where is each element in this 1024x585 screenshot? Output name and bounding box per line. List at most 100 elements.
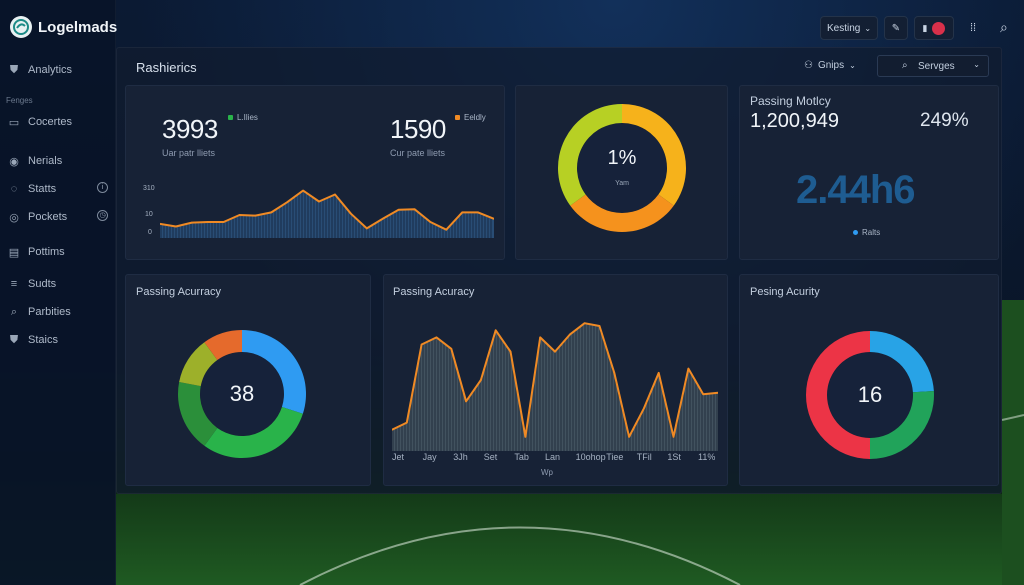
legend-label: L.Ilies [237,113,258,122]
data-point [465,400,467,403]
data-point [302,189,304,192]
data-point [628,436,630,438]
passing-metrics-legend: Ralts [853,228,880,237]
people-icon: ⚇ [804,60,813,71]
sidebar-item-label: Pottims [28,246,65,258]
groups-label: Gnips [817,60,845,71]
sidebar: Logelmads ⛊ Analytics Fenges ▭ Cocertes … [0,0,117,585]
sidebar-item-label: Statts [28,183,57,195]
x-tick-label: Tiee [606,452,624,462]
data-point [435,336,438,339]
data-point [286,201,289,203]
data-point [583,322,586,324]
legend-swatch [228,115,233,120]
search-icon: ⌕ [10,305,18,318]
donut-slice [557,104,622,206]
sidebar-item-parbities[interactable]: ⌕ Parbities [8,305,108,319]
app-logo[interactable]: Logelmads [10,16,117,38]
logo-icon [10,16,32,38]
sidebar-item-cocertes[interactable]: ▭ Cocertes [8,116,108,129]
data-point [613,372,616,374]
sidebar-section-label: Fenges [6,96,33,105]
x-tick-label: TFil [636,452,652,462]
data-point [429,221,432,223]
sidebar-item-pottims[interactable]: ▤ Pottims [8,246,108,259]
data-point [687,367,690,370]
data-point [350,212,352,215]
search-icon[interactable]: ⌕ [1000,19,1008,35]
info-icon: i [97,182,108,193]
passing-metrics-percent: 249% [920,110,969,131]
data-point [657,372,660,374]
accuracy-donut-right [806,331,934,459]
sidebar-item-pockets[interactable]: ◎ Pockets ◷ [8,210,108,224]
data-point [672,436,675,438]
x-tick-label: Jay [422,452,437,462]
data-point [420,343,423,346]
search-icon: ⌕ [902,60,908,71]
data-point [381,218,384,220]
groups-button[interactable]: ⚇ Gnips ⌄ [804,60,856,71]
shield-icon: ⛊ [9,333,19,346]
tray-icon: ▤ [8,246,20,259]
data-point [494,329,497,332]
legend-swatch [853,230,858,235]
donut-hole [827,352,913,438]
data-point [445,228,448,231]
donut-center-value: 1% [607,147,637,169]
x-tick-label: 11% [698,452,716,462]
folder-icon: ▭ [8,116,20,129]
x-tick-label: Jet [392,452,405,462]
data-point [717,391,718,394]
data-point [334,193,336,196]
data-point [480,379,482,381]
data-point [222,221,225,223]
summary-donut-chart [557,104,687,233]
chevron-down-icon: ⌄ [849,61,856,70]
x-tick-label: 1St [667,452,681,462]
series-line [160,189,494,231]
accuracy-donut-left [177,330,307,459]
passing-metrics-highlight: 2.44h6 [796,168,916,212]
legend-swatch [455,115,460,120]
stat-secondary-sub: Cur pate lliets [390,148,446,158]
kesting-dropdown[interactable]: Kesting ⌄ [820,16,878,40]
sidebar-item-analytics[interactable]: ⛊ Analytics [8,63,108,77]
stat-secondary-value: 1590 [390,114,446,144]
y-tick-label: 310 [143,185,155,192]
stack-icon: ≡ [10,278,18,290]
shield-icon: ⛊ [9,63,19,76]
sidebar-item-label: Pockets [28,211,68,223]
data-point [191,221,193,224]
data-point [160,223,161,225]
sidebar-item-nerials[interactable]: ◉ Nerials [8,155,108,168]
stat-primary-legend: L.Ilies [228,113,258,122]
passing-metrics-card [739,85,999,260]
data-point [539,336,541,339]
donut-slice [870,331,934,393]
sidebar-item-label: Cocertes [28,116,73,128]
pencil-icon: ✎ [891,22,901,34]
sidebar-item-label: Sudts [28,278,57,290]
chevron-down-icon: ⌄ [973,60,980,69]
donut-slice [806,331,870,459]
data-point [598,325,601,327]
search-field[interactable]: ⌕ Servges ⌄ [877,55,989,77]
bell-icon: ▮ [922,22,928,33]
donut-slice [622,104,687,206]
donut-slice [204,330,242,361]
notifications-button[interactable]: ▮ [914,16,954,40]
sidebar-item-staics[interactable]: ⛊ Staics [8,333,108,347]
target-icon: ◎ [9,211,19,224]
dropdown-label: Kesting [826,22,861,34]
sidebar-item-statts[interactable]: ◌ Statts i [8,182,108,195]
grid-icon[interactable]: ⁞⁞ [970,22,977,34]
edit-button[interactable]: ✎ [884,16,908,40]
donut-hole [200,352,284,436]
data-point [254,214,257,217]
data-point [643,407,645,410]
x-tick-label: Set [483,452,498,462]
sidebar-item-sudts[interactable]: ≡ Sudts [8,278,108,290]
data-point [397,209,400,211]
donut-center-sub: Yam [615,180,629,187]
